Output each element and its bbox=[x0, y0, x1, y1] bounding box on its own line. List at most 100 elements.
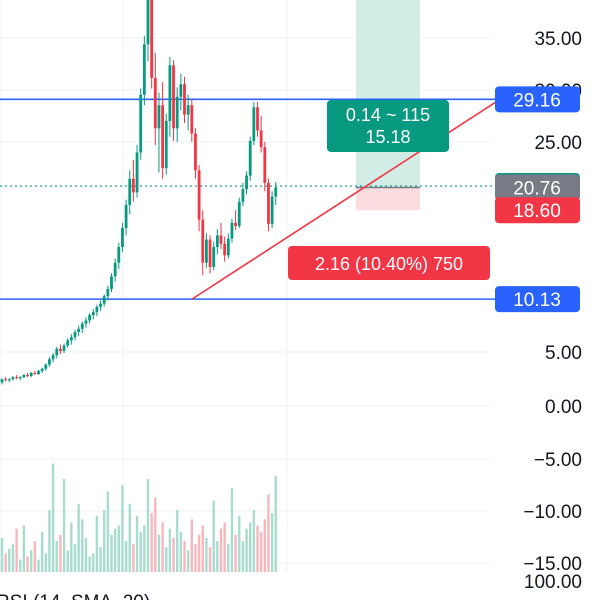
stop-label: 2.16 (10.40%) 750 bbox=[288, 246, 490, 280]
candle-body bbox=[259, 130, 263, 148]
candle-body bbox=[186, 105, 190, 115]
volume-bar bbox=[132, 544, 135, 572]
candle-body bbox=[113, 262, 117, 277]
volume-bar bbox=[234, 534, 237, 572]
volume-bar bbox=[216, 541, 219, 572]
volume-bar bbox=[106, 491, 110, 572]
hline-price-badge-text: 10.13 bbox=[513, 290, 561, 311]
candle-body bbox=[135, 152, 139, 193]
candle-body bbox=[55, 348, 59, 356]
volume-bar bbox=[92, 553, 95, 572]
candle-body bbox=[183, 84, 186, 115]
volume-bar bbox=[256, 525, 259, 572]
candle-body bbox=[11, 377, 15, 380]
candle-body bbox=[69, 337, 73, 341]
candle-body bbox=[77, 328, 81, 332]
candle-body bbox=[88, 315, 91, 321]
candle-body bbox=[190, 105, 194, 134]
volume-bar bbox=[201, 525, 204, 572]
candle-body bbox=[22, 375, 26, 378]
volume-bar bbox=[135, 516, 139, 572]
hline-price-badge-bg bbox=[495, 286, 580, 313]
volume-bar bbox=[230, 488, 234, 572]
target-zone bbox=[356, 0, 420, 188]
volume-bar bbox=[62, 479, 66, 572]
candle-body bbox=[132, 178, 135, 193]
price-badge-text: 20.76 bbox=[513, 179, 561, 200]
axis-tick-label: 100.00 bbox=[524, 572, 582, 593]
candle-body bbox=[146, 0, 150, 45]
volume-bar bbox=[245, 528, 248, 572]
price-badge-bg bbox=[495, 197, 580, 224]
volume-bar bbox=[77, 503, 80, 572]
volume-bar bbox=[186, 550, 190, 572]
volume-bar bbox=[172, 537, 175, 572]
horizontal-lines[interactable] bbox=[0, 98, 495, 300]
axis-tick-label: 35.00 bbox=[534, 29, 582, 50]
stop-zone bbox=[356, 187, 420, 211]
target-label-line2: 15.18 bbox=[365, 127, 410, 147]
axis-tick-label: −15.00 bbox=[523, 554, 582, 575]
candle-body bbox=[267, 182, 270, 224]
axis-tick-label: 5.00 bbox=[545, 343, 582, 364]
volume-bar bbox=[267, 494, 270, 572]
candle-body bbox=[66, 340, 70, 346]
volume-bar bbox=[26, 556, 29, 572]
candle-body bbox=[110, 276, 113, 289]
volume-bar bbox=[51, 463, 55, 572]
volume-bar bbox=[183, 541, 186, 572]
hline-price-badge-text: 29.16 bbox=[513, 90, 561, 111]
candle-body bbox=[40, 368, 44, 371]
axis-tick-label: 0.00 bbox=[545, 397, 582, 418]
candle-body bbox=[124, 204, 128, 229]
volume-bar bbox=[194, 544, 197, 572]
volume-bar bbox=[197, 534, 201, 572]
volume-bar bbox=[8, 548, 11, 572]
volume-bar bbox=[249, 522, 252, 572]
position-tool[interactable] bbox=[356, 0, 420, 211]
volume-bar bbox=[19, 559, 22, 572]
candle-body bbox=[33, 372, 37, 374]
indicator-label[interactable]: RSI (14, SMA, 20) bbox=[0, 592, 150, 605]
volume-bar bbox=[44, 553, 47, 572]
candle-body bbox=[226, 238, 230, 256]
candle-body bbox=[205, 239, 208, 263]
volume-bar bbox=[59, 534, 62, 572]
volume-bar bbox=[252, 510, 256, 572]
candle-body bbox=[164, 120, 168, 169]
candle-body bbox=[7, 379, 11, 381]
candle-body bbox=[223, 243, 227, 256]
volume-bar bbox=[11, 544, 15, 572]
volume-bar bbox=[259, 531, 263, 572]
price-badge: 20.76 bbox=[495, 174, 580, 201]
volume-bar bbox=[161, 522, 164, 572]
candle-body bbox=[73, 332, 77, 338]
candle-body bbox=[172, 65, 175, 129]
candle-body bbox=[161, 105, 164, 169]
candle-body bbox=[0, 379, 4, 383]
candle-body bbox=[208, 239, 212, 267]
candle-body bbox=[121, 228, 124, 247]
volume-bar bbox=[117, 525, 120, 572]
price-badge: 18.60 bbox=[495, 197, 580, 224]
candle-body bbox=[44, 364, 48, 369]
candle-body bbox=[201, 219, 205, 263]
volume-bar bbox=[168, 528, 172, 572]
volume-bar bbox=[121, 485, 124, 572]
candle-body bbox=[197, 170, 201, 220]
candle-body bbox=[62, 345, 66, 351]
candle-body bbox=[18, 377, 22, 379]
volume-bar bbox=[95, 516, 99, 572]
volume-bar bbox=[208, 547, 212, 572]
candle-body bbox=[51, 355, 55, 360]
candle-body bbox=[256, 107, 259, 131]
candle-body bbox=[157, 105, 161, 129]
volume-bar bbox=[238, 516, 241, 572]
volume-bar bbox=[263, 519, 266, 572]
candle-body bbox=[215, 235, 219, 247]
volume-bar bbox=[219, 528, 223, 572]
